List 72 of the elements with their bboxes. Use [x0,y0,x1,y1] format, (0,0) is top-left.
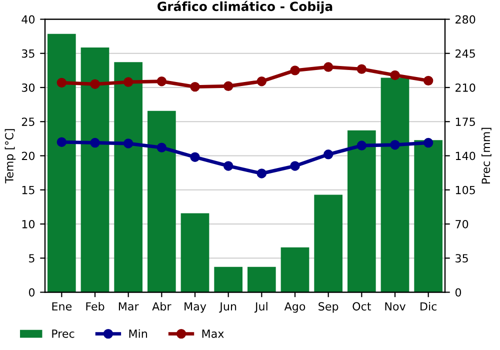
point [156,142,167,152]
x-tick-label: Ago [284,302,306,313]
point [90,79,100,89]
y-tick-label: 25 [22,118,34,126]
chart-title: Gráfico climático - Cobija [158,0,332,14]
y2-tick-label: 210 [456,83,476,92]
x-tick-label: Jun [219,302,236,313]
y-tick-label: 0 [28,288,35,297]
point [190,82,200,92]
point [323,62,334,72]
bar [414,140,442,292]
point [356,64,367,74]
bar [80,48,110,292]
y2-tick-label: 70 [456,220,468,228]
point [390,140,400,150]
bar [148,110,176,292]
point [256,168,267,178]
point [123,77,134,87]
bar [114,62,142,292]
x-tick-label: Dic [420,302,437,311]
point [390,70,400,80]
y2-tick-label: 140 [456,152,476,160]
x-tick-label: Mar [118,302,139,311]
bar [48,34,76,292]
y-tick-label: 5 [29,254,34,263]
x-tick-label: Jul [254,302,268,313]
x-tick-label: Sep [318,302,338,313]
x-tick-label: Abr [152,302,172,311]
point [356,140,367,150]
y2-tick-label: 280 [456,15,476,24]
x-tick-label: Nov [385,302,406,311]
point [290,161,300,171]
point [423,76,434,86]
point [223,81,234,91]
y-tick-label: 10 [22,220,35,228]
bar [348,130,376,292]
point [56,78,67,88]
bar [248,266,276,292]
y2-tick-label: 105 [456,186,475,194]
legend-label: Min [129,329,147,338]
bar [280,247,310,292]
y2-tick-label: 35 [456,254,468,263]
y2-tick-label: 175 [456,118,475,126]
point [56,137,67,147]
y-tick-label: 30 [22,83,35,92]
point [190,152,200,162]
x-tick-label: Oct [352,302,372,311]
y-axis-title: Temp [°C] [4,129,16,184]
y-tick-label: 40 [22,15,35,24]
bar [380,78,410,292]
x-tick-label: May [184,302,206,313]
y-tick-label: 35 [22,49,34,58]
point [290,66,300,76]
legend-label: Max [202,330,224,338]
point [256,76,267,86]
point [423,138,434,148]
point [123,138,134,148]
bar [314,194,342,292]
point [223,161,234,171]
bar [214,266,242,292]
point [323,150,334,160]
y2-axis-title: Prec [mm] [481,128,492,184]
y2-tick-label: 0 [455,288,462,297]
y-tick-label: 20 [22,152,35,160]
y2-tick-label: 245 [456,49,475,58]
x-tick-label: Ene [52,302,72,311]
y-tick-label: 15 [22,186,34,194]
point [156,76,167,86]
bar [180,213,210,292]
point [90,138,100,148]
legend-label: Prec [52,330,74,338]
x-tick-label: Feb [86,302,104,311]
